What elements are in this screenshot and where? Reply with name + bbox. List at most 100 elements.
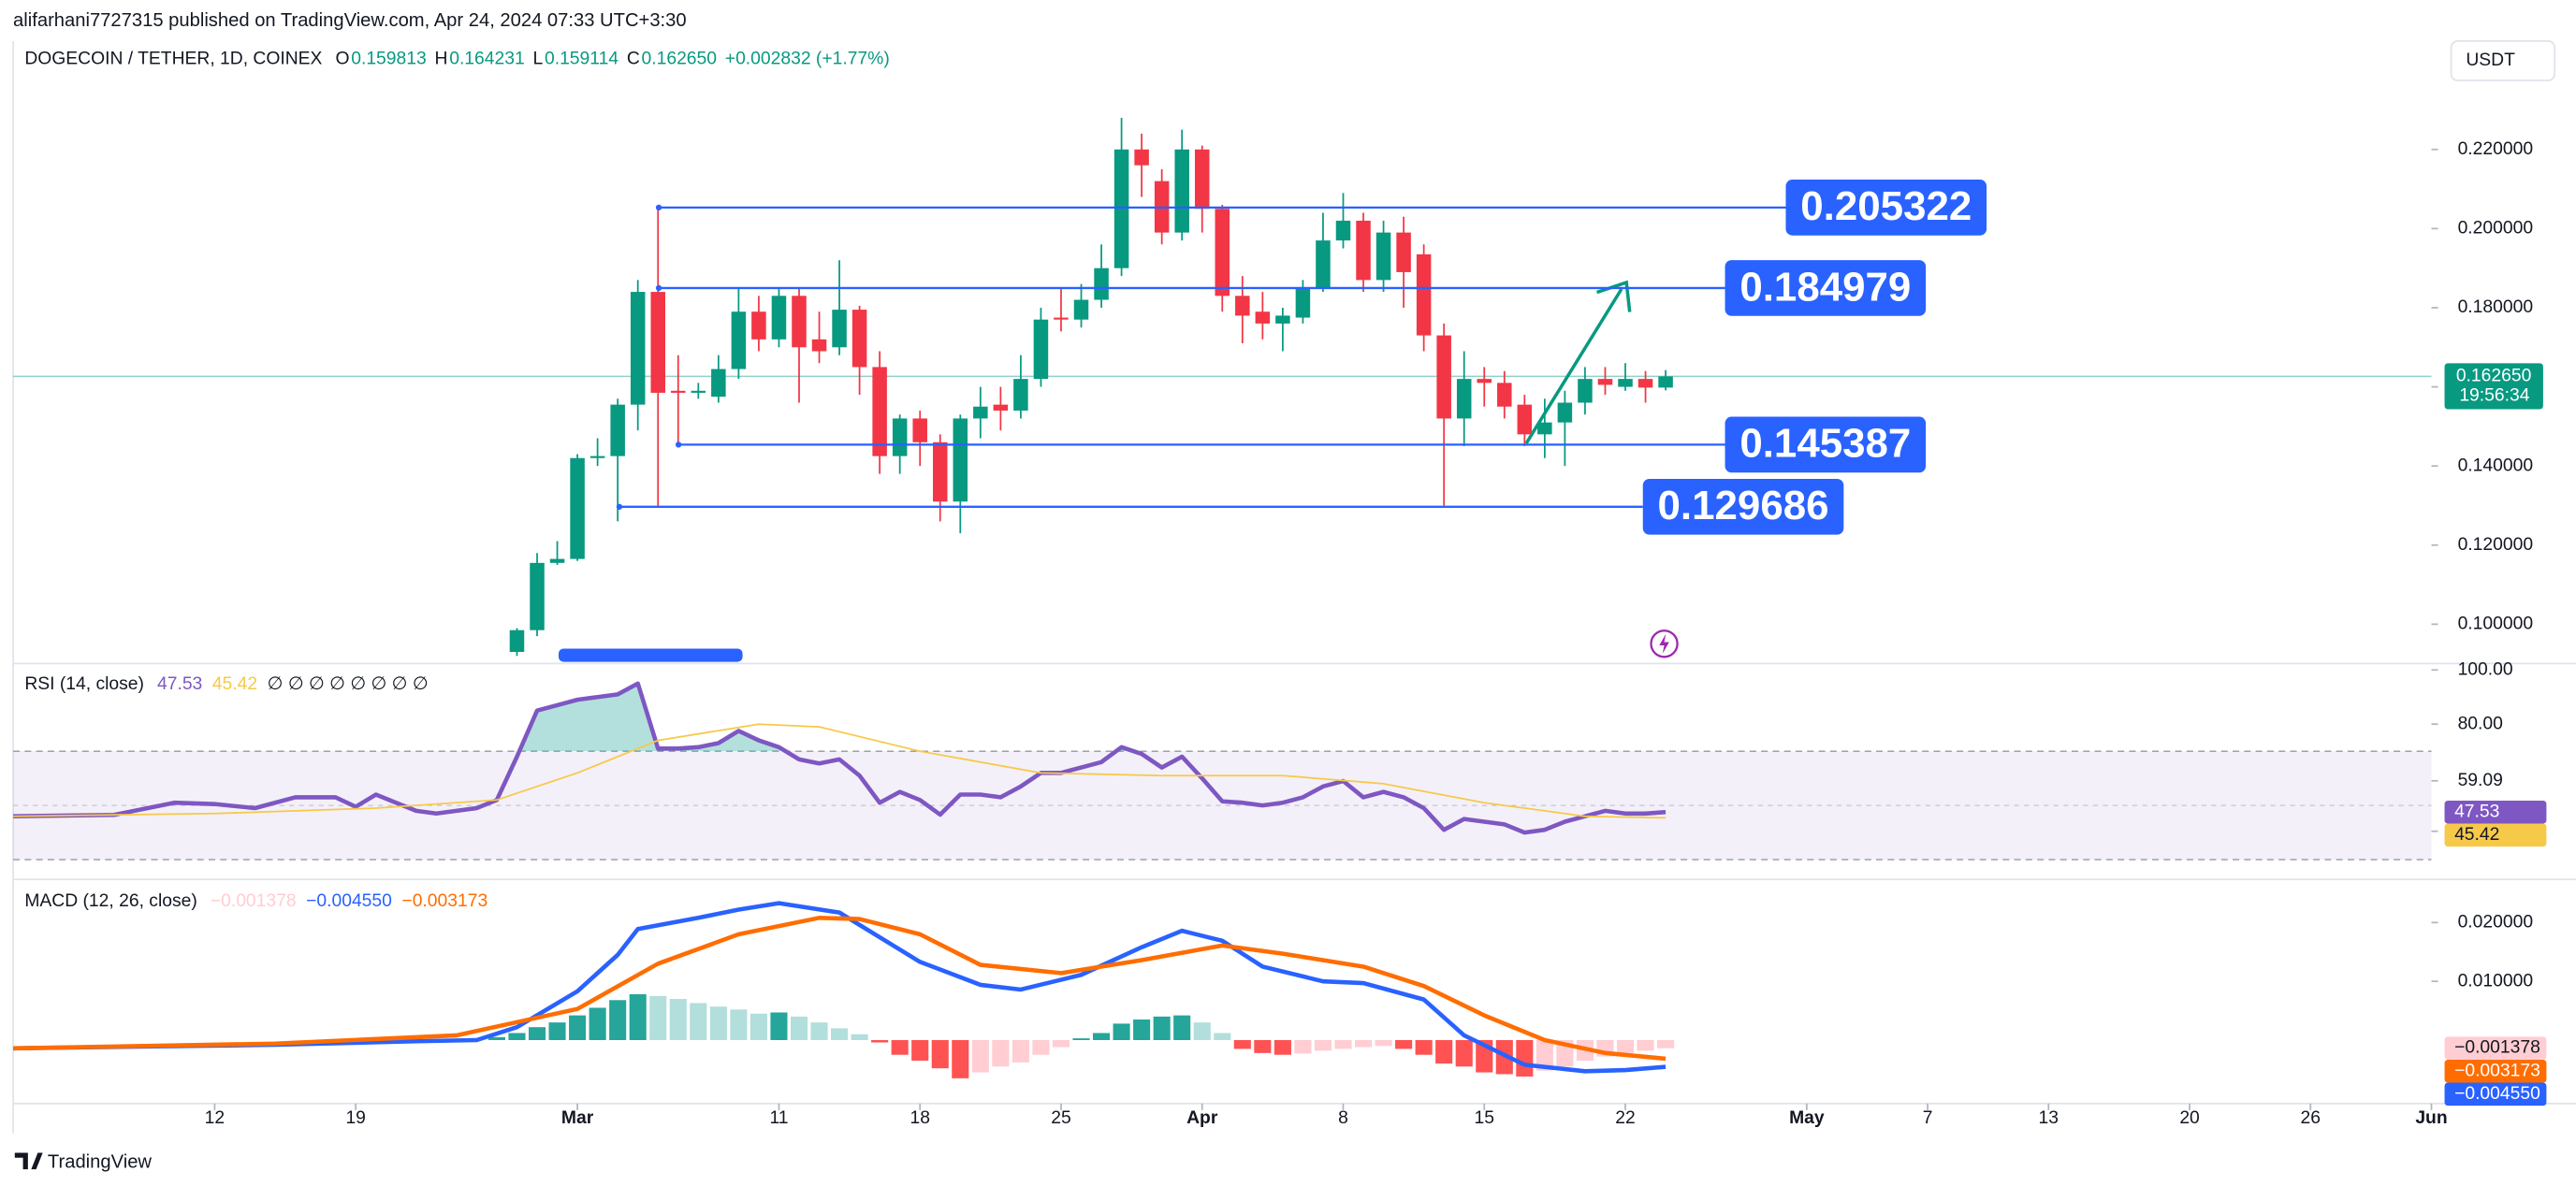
histogram-bar (1052, 1039, 1070, 1048)
candle-body (872, 367, 887, 456)
overbought-fill (519, 683, 1134, 752)
value-tag (2444, 1082, 2547, 1106)
indicator-line (13, 916, 1666, 1062)
x-tick-label: Apr (1186, 1108, 1218, 1128)
histogram-bar (1395, 1039, 1413, 1049)
currency-label[interactable]: USDT (2466, 51, 2515, 70)
y-tick-label: 0.100000 (2458, 614, 2534, 633)
indicator-title: MACD (12, 26, close) (24, 891, 196, 911)
level-handle (616, 503, 623, 510)
candle-body (1578, 379, 1593, 403)
histogram-bar (690, 1003, 707, 1040)
histogram-bar (1314, 1039, 1332, 1051)
legend-key: H (435, 49, 448, 68)
legend-value: 0.164231 (449, 49, 525, 68)
partial-label (558, 648, 743, 662)
value-tag (2444, 1059, 2547, 1083)
level-label: 0.184979 (1739, 264, 1911, 310)
x-tick-label: 20 (2179, 1108, 2199, 1128)
last-price-tag (2444, 363, 2543, 410)
candle-body (953, 418, 968, 502)
candle-body (1134, 149, 1149, 166)
candle-body (610, 404, 625, 456)
candle-body (912, 418, 927, 442)
x-tick-label: 26 (2301, 1108, 2321, 1128)
candle-body (1073, 299, 1089, 320)
legend-value: −0.004550 (306, 891, 392, 911)
arrow-shaft (1524, 288, 1623, 444)
histogram-bar (1535, 1039, 1553, 1071)
currency-button[interactable] (2450, 40, 2556, 81)
y-tick-label: 0.220000 (2458, 139, 2534, 159)
level-handle (675, 441, 682, 448)
alert-icon[interactable] (1650, 629, 1679, 658)
histogram-bar (1334, 1039, 1352, 1049)
legend-value: 0.159114 (545, 49, 619, 68)
histogram-bar (1273, 1039, 1291, 1055)
x-tick-label: 18 (910, 1108, 929, 1128)
histogram-bar (1294, 1039, 1312, 1054)
candle-body (1658, 376, 1673, 388)
legend-key: L (532, 49, 543, 68)
candle-body (1054, 317, 1069, 320)
candle-body (1436, 335, 1451, 419)
candle-body (1637, 379, 1653, 388)
brand-logo (14, 1152, 43, 1170)
level-label: 0.129686 (1658, 483, 1829, 528)
x-tick-label: 7 (1923, 1108, 1933, 1128)
candle-body (993, 404, 1009, 411)
y-tick-label: 0.020000 (2458, 912, 2534, 932)
histogram-bar (931, 1039, 949, 1069)
level-handle (655, 284, 662, 292)
candle-body (1456, 379, 1472, 419)
candle-body (1618, 379, 1633, 387)
level-label: 0.145387 (1739, 421, 1911, 467)
histogram-bar (488, 1036, 505, 1040)
histogram-bar (1455, 1039, 1473, 1067)
candle-body (1194, 149, 1210, 210)
histogram-bar (609, 1000, 627, 1040)
candle-body (1295, 287, 1311, 318)
y-tick-label: 80.00 (2458, 714, 2503, 733)
candle-body (751, 311, 766, 340)
value-tag-label: −0.001378 (2454, 1038, 2540, 1058)
pane (13, 117, 2432, 657)
x-tick-label: 11 (769, 1108, 788, 1128)
level-label-box (1725, 416, 1927, 473)
histogram-bar (548, 1022, 566, 1040)
histogram-bar (871, 1039, 889, 1043)
indicator-line (13, 681, 1666, 835)
candle-body (1275, 315, 1290, 324)
value-tag (2444, 1036, 2547, 1060)
x-tick-label: Mar (561, 1108, 594, 1128)
level-label-box (1725, 260, 1927, 316)
icon-bolt[interactable] (1659, 633, 1669, 654)
pane (13, 901, 1675, 1078)
histogram-bar (1173, 1015, 1191, 1040)
candle-body (1497, 383, 1512, 407)
histogram-bar (1637, 1039, 1654, 1051)
x-tick-label: 25 (1051, 1108, 1070, 1128)
candle-body (1215, 209, 1230, 296)
candle-body (1094, 268, 1109, 300)
symbol-title: DOGECOIN / TETHER, 1D, COINEX (24, 49, 322, 68)
candle-body (530, 562, 545, 630)
x-tick-label: 12 (205, 1108, 225, 1128)
x-tick-label: 22 (1615, 1108, 1635, 1128)
candle-body (832, 310, 847, 348)
candle-body (1113, 149, 1129, 268)
histogram-bar (508, 1033, 526, 1040)
level-label-box (1642, 478, 1844, 535)
y-tick-label: 59.09 (2458, 771, 2503, 790)
x-tick-label: 13 (2039, 1108, 2059, 1128)
candle-body (1174, 149, 1189, 233)
indicator-line (13, 901, 1666, 1074)
candle-body (1335, 220, 1351, 241)
x-tick-label: 15 (1475, 1108, 1494, 1128)
histogram-bar (1011, 1039, 1029, 1063)
indicator-line (13, 723, 1666, 819)
candle-body (932, 441, 948, 502)
candle-body (1416, 253, 1432, 336)
candle-body (630, 292, 646, 405)
